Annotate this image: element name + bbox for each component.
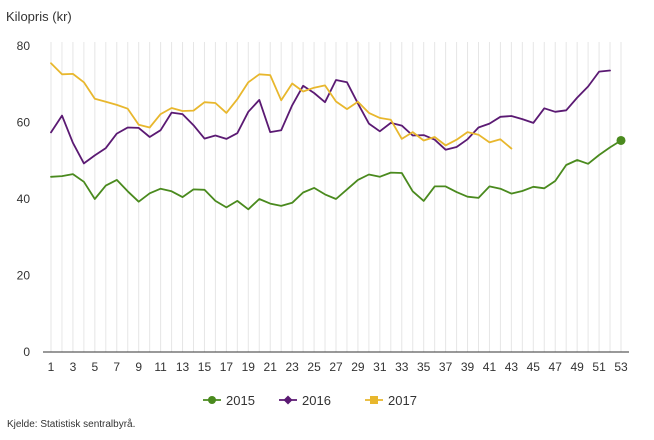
x-tick-label: 25 (307, 360, 321, 374)
legend[interactable]: 2015 2016 2017 (203, 393, 417, 408)
x-tick-label: 1 (48, 360, 55, 374)
legend-label-2015: 2015 (226, 393, 255, 408)
y-tick-labels: 0 20 40 60 80 (17, 39, 31, 359)
y-tick-label: 0 (23, 345, 30, 359)
legend-label-2017: 2017 (388, 393, 417, 408)
x-tick-label: 53 (614, 360, 628, 374)
legend-marker-square (370, 396, 378, 404)
x-tick-label: 49 (570, 360, 584, 374)
y-tick-label: 20 (17, 269, 31, 283)
x-tick-label: 7 (113, 360, 120, 374)
series-end-point-2015 (616, 135, 626, 145)
y-tick-label: 60 (17, 116, 31, 130)
x-tick-label: 41 (483, 360, 497, 374)
x-tick-label: 13 (176, 360, 190, 374)
x-tick-labels: 1 3 5 7 9 11 13 15 17 19 21 23 25 27 29 31 33 35 37 39 41 43 4… (48, 360, 628, 374)
y-tick-label: 40 (17, 192, 31, 206)
x-tick-label: 17 (220, 360, 234, 374)
x-tick-label: 9 (135, 360, 142, 374)
x-tick-label: 29 (351, 360, 365, 374)
series-line-2016 (50, 69, 611, 165)
x-tick-label: 45 (527, 360, 541, 374)
x-tick-label: 3 (70, 360, 77, 374)
x-tick-label: 43 (505, 360, 519, 374)
x-tick-label: 31 (373, 360, 387, 374)
series-line-2017 (50, 62, 513, 150)
legend-marker-diamond (283, 395, 293, 405)
series-lines (50, 62, 626, 211)
grid (50, 42, 622, 352)
legend-marker-circle (208, 396, 216, 404)
x-tick-label: 21 (264, 360, 278, 374)
legend-item-2016[interactable]: 2016 (279, 393, 331, 408)
legend-label-2016: 2016 (302, 393, 331, 408)
x-tick-label: 19 (242, 360, 256, 374)
y-axis-label: Kilopris (kr) (6, 9, 72, 24)
x-tick-label: 27 (329, 360, 343, 374)
series-line-2015 (50, 139, 622, 211)
x-tick-label: 47 (549, 360, 563, 374)
x-tick-label: 35 (417, 360, 431, 374)
x-tick-label: 33 (395, 360, 409, 374)
x-tick-label: 11 (154, 360, 167, 374)
x-tick-label: 15 (198, 360, 212, 374)
x-tick-label: 37 (439, 360, 453, 374)
x-tick-label: 5 (92, 360, 99, 374)
y-tick-label: 80 (17, 39, 31, 53)
source-note: Kjelde: Statistisk sentralbyrå. (7, 419, 136, 430)
x-tick-label: 51 (592, 360, 606, 374)
x-tick-label: 39 (461, 360, 475, 374)
x-tick-label: 23 (285, 360, 299, 374)
legend-item-2015[interactable]: 2015 (203, 393, 255, 408)
legend-item-2017[interactable]: 2017 (365, 393, 417, 408)
